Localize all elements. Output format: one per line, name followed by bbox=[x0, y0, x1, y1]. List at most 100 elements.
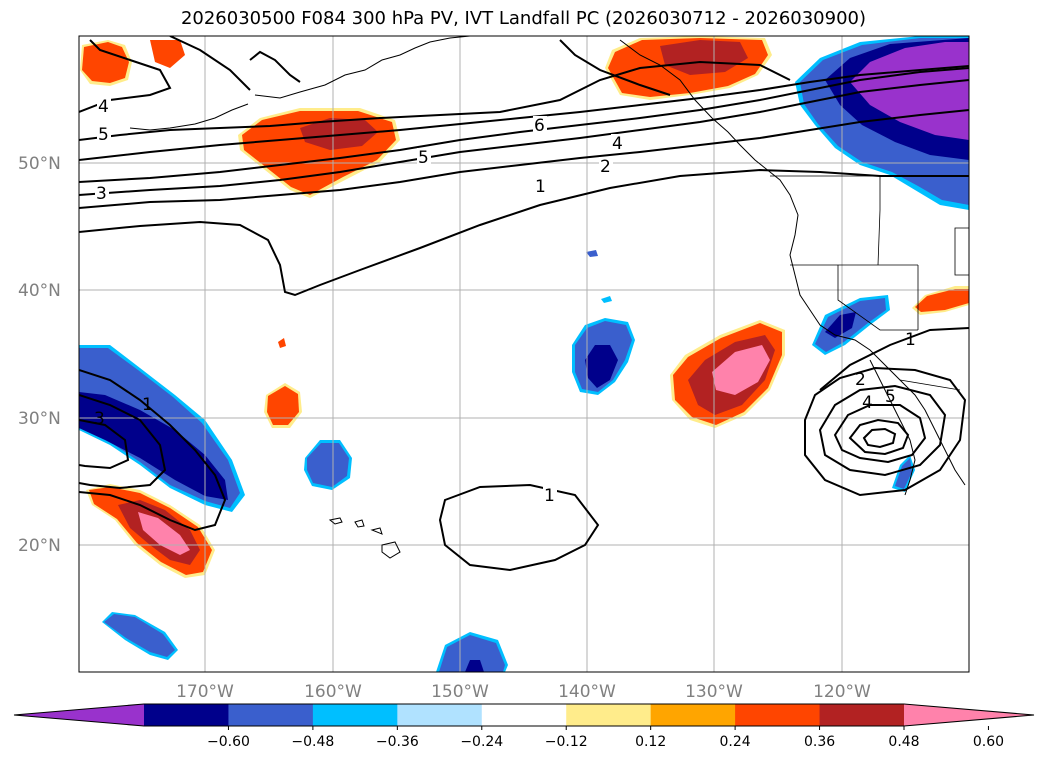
colorbar-segment bbox=[144, 704, 229, 726]
lon-label: 120°W bbox=[813, 682, 871, 702]
contour-3 bbox=[79, 79, 969, 196]
anomaly-region bbox=[712, 345, 770, 395]
graticule bbox=[79, 36, 969, 672]
colorbar-tick-label: −0.24 bbox=[460, 734, 503, 750]
anomaly-region bbox=[138, 512, 190, 555]
hawaii bbox=[328, 517, 401, 559]
shaded-anomalies bbox=[79, 36, 969, 672]
anomaly-region bbox=[915, 289, 969, 312]
contour-5 bbox=[79, 65, 969, 161]
contour-cutoff-1 bbox=[819, 327, 969, 391]
lon-label: 150°W bbox=[431, 682, 489, 702]
contour-label: 6 bbox=[534, 116, 545, 136]
colorbar-tick-label: −0.36 bbox=[376, 734, 419, 750]
anomaly-region bbox=[278, 338, 286, 348]
contour-4 bbox=[79, 67, 969, 183]
anomaly-region bbox=[825, 312, 856, 338]
anomaly-region bbox=[267, 386, 299, 425]
lat-label: 40°N bbox=[18, 281, 61, 301]
anomaly-region bbox=[465, 660, 484, 672]
anomaly-region bbox=[601, 296, 612, 303]
lat-label: 30°N bbox=[18, 409, 61, 429]
contour-7 bbox=[79, 39, 172, 113]
lat-label: 50°N bbox=[18, 154, 61, 174]
anomaly-region bbox=[895, 458, 912, 489]
contour-left-1 bbox=[79, 369, 227, 532]
contour-cutoff-5 bbox=[848, 418, 910, 456]
colorbar-outline bbox=[13, 703, 1035, 727]
contour-2 bbox=[79, 109, 969, 209]
colorbar-tick-label: 0.36 bbox=[804, 734, 835, 750]
contour-10 bbox=[559, 39, 671, 96]
colorbar-tick-label: 0.60 bbox=[973, 734, 1004, 750]
political-borders bbox=[770, 175, 969, 391]
lat-labels: 50°N 40°N 30°N 20°N bbox=[18, 154, 61, 556]
colorbar-tick-label: −0.48 bbox=[291, 734, 334, 750]
colorbar-segment bbox=[566, 704, 652, 726]
contour-cutoff-6 bbox=[862, 427, 897, 449]
anomaly-region bbox=[104, 614, 175, 657]
aleutians bbox=[129, 103, 249, 131]
map-title: 2026030500 F084 300 hPa PV, IVT Landfall… bbox=[180, 8, 867, 29]
contour-label: 1 bbox=[905, 330, 916, 350]
anomaly-region bbox=[585, 345, 618, 388]
contour-label: 3 bbox=[96, 184, 107, 204]
contour-label: 1 bbox=[535, 177, 546, 197]
contour-label: 4 bbox=[98, 97, 109, 117]
anomaly-region bbox=[439, 635, 505, 672]
lon-labels: 170°W 160°W 150°W 140°W 130°W 120°W bbox=[176, 682, 871, 702]
colorbar-extend-high bbox=[904, 704, 1034, 726]
contour-label: 5 bbox=[418, 148, 429, 168]
map-frame bbox=[78, 35, 970, 673]
anomaly-region bbox=[850, 42, 969, 140]
lon-label: 140°W bbox=[558, 682, 616, 702]
contour-label: 5 bbox=[98, 125, 109, 145]
colorbar: −0.60 −0.48 −0.36 −0.24 −0.12 0.12 0.24 0.36 0.4… bbox=[13, 703, 1035, 750]
alaska-coast bbox=[254, 36, 471, 99]
contour-cutoff-3 bbox=[818, 384, 947, 477]
colorbar-tick-label: −0.12 bbox=[545, 734, 588, 750]
contour-left-2 bbox=[79, 394, 167, 490]
anomaly-region bbox=[307, 443, 349, 487]
lon-label: 160°W bbox=[304, 682, 362, 702]
contour-label-layer: 4 5 3 6 5 4 2 1 1 3 1 2 4 5 1 bbox=[94, 97, 916, 506]
contour-6 bbox=[79, 60, 791, 141]
colorbar-segment bbox=[735, 704, 821, 726]
colorbar-tick-label: −0.60 bbox=[207, 734, 250, 750]
contour-low-1 bbox=[438, 483, 600, 572]
lon-label: 170°W bbox=[176, 682, 234, 702]
colorbar-segment bbox=[650, 704, 736, 726]
contour-label: 1 bbox=[544, 486, 555, 506]
contour-left-3 bbox=[79, 419, 130, 470]
contour-label: 3 bbox=[94, 409, 105, 429]
colorbar-segment bbox=[312, 704, 398, 726]
contour-8 bbox=[249, 50, 301, 83]
contour-1 bbox=[79, 168, 969, 297]
contour-label: 2 bbox=[855, 370, 866, 390]
colorbar-segment bbox=[481, 704, 567, 726]
colorbar-tick-label: 0.24 bbox=[720, 734, 751, 750]
colorbar-tick-label: 0.12 bbox=[635, 734, 666, 750]
colorbar-segment bbox=[819, 704, 905, 726]
anomaly-region bbox=[150, 40, 185, 68]
colorbar-segment bbox=[228, 704, 314, 726]
contour-label: 4 bbox=[862, 393, 873, 413]
contour-cutoff-2 bbox=[804, 366, 967, 497]
lat-label: 20°N bbox=[18, 536, 61, 556]
colorbar-segment bbox=[397, 704, 483, 726]
anomaly-region bbox=[82, 42, 129, 83]
anomaly-region bbox=[79, 392, 228, 500]
anomaly-region bbox=[300, 118, 378, 150]
contour-label: 2 bbox=[600, 157, 611, 177]
contour-9 bbox=[169, 36, 251, 91]
pv-contours bbox=[79, 36, 969, 572]
lon-label: 130°W bbox=[685, 682, 743, 702]
colorbar-extend-low bbox=[14, 704, 144, 726]
colorbar-tick-label: 0.48 bbox=[888, 734, 919, 750]
anomaly-region bbox=[660, 40, 748, 75]
anomaly-region bbox=[586, 250, 598, 257]
contour-cutoff-4 bbox=[833, 404, 927, 464]
contour-label: 4 bbox=[612, 134, 623, 154]
contour-label: 1 bbox=[142, 395, 153, 415]
